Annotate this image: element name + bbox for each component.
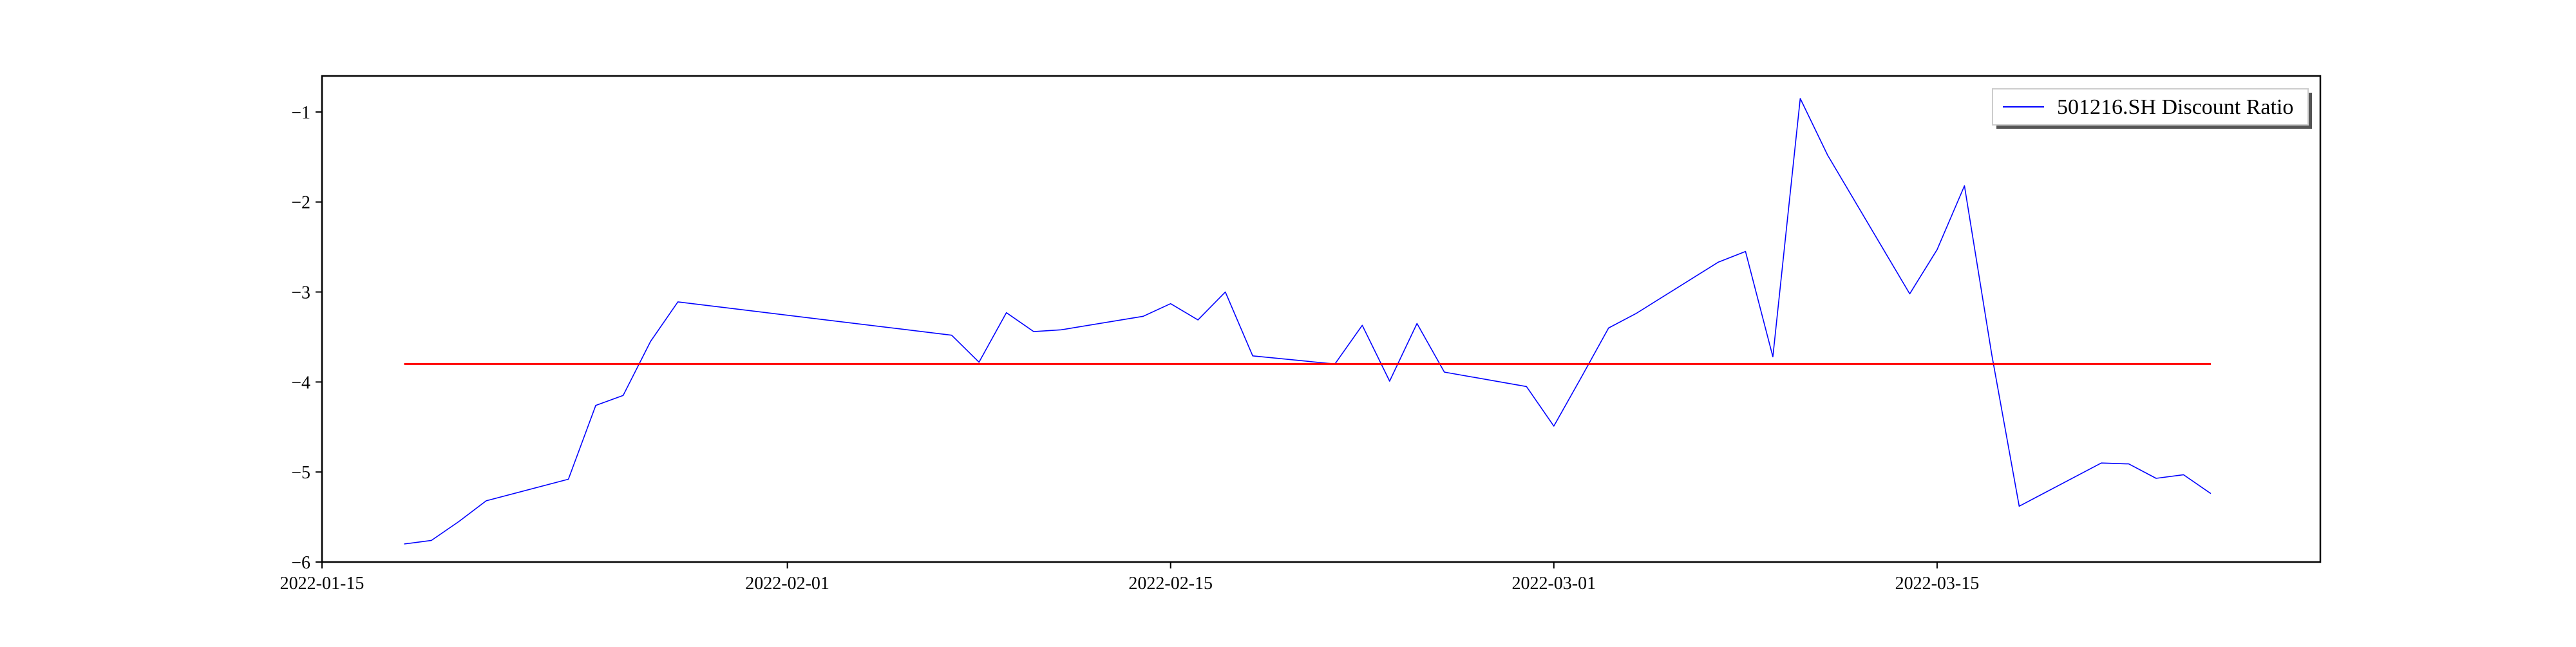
legend-box — [1992, 88, 2309, 126]
x-tick-label-3: 2022-03-01 — [1511, 574, 1596, 594]
x-tick-label-4: 2022-03-15 — [1895, 574, 1980, 594]
y-tick-label-3: −3 — [291, 283, 310, 303]
series-line-discount-ratio — [404, 98, 2211, 545]
y-tick-label-1: −5 — [291, 463, 310, 483]
y-tick-label-5: −1 — [291, 103, 310, 123]
plot-frame — [321, 75, 2322, 563]
y-tick-label-0: −6 — [291, 553, 310, 573]
series-lines — [404, 98, 2211, 545]
axis-ticks: 2022-01-15 2022-02-01 2022-02-15 2022-03-01… — [280, 103, 1980, 594]
x-tick-label-1: 2022-02-01 — [745, 574, 829, 594]
y-tick-label-4: −2 — [291, 193, 310, 213]
x-tick-label-2: 2022-02-15 — [1128, 574, 1213, 594]
legend-label-discount-ratio: 501216.SH Discount Ratio — [2057, 95, 2293, 119]
x-tick-label-0: 2022-01-15 — [280, 574, 365, 594]
y-tick-label-2: −4 — [291, 373, 310, 393]
legend: 501216.SH Discount Ratio — [1992, 88, 2312, 129]
